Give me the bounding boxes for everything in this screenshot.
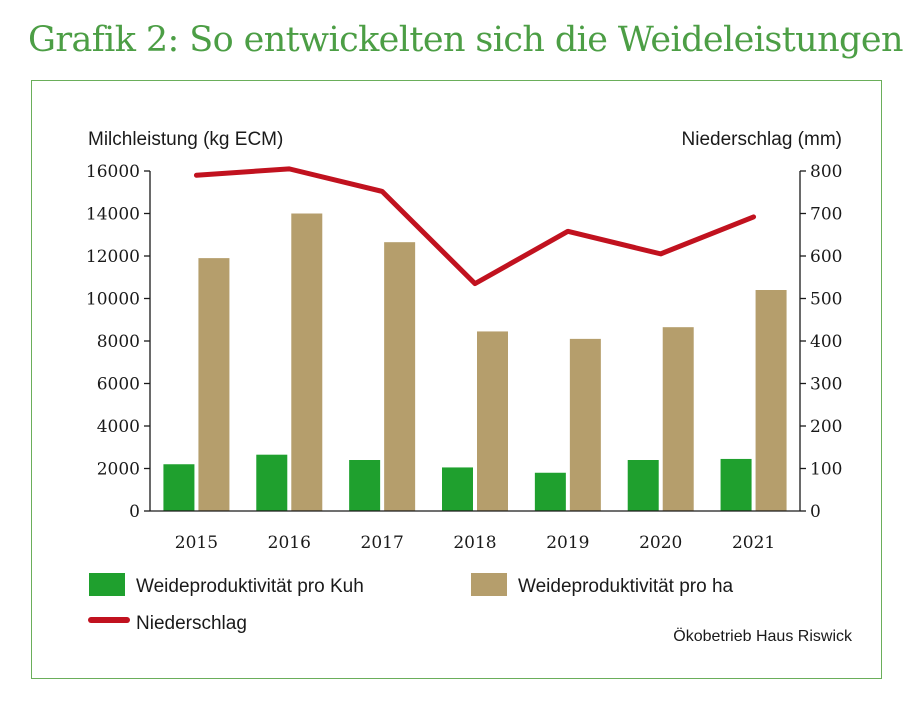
x-tick-label: 2020 (639, 533, 682, 553)
bar-ha-2018 (477, 331, 508, 511)
bar-kuh-2017 (349, 460, 381, 511)
y2-tick-label: 500 (810, 290, 842, 310)
y2-tick-label: 600 (810, 247, 842, 267)
x-tick-label: 2017 (361, 533, 404, 553)
x-tick-label: 2018 (453, 533, 496, 553)
y-tick-label: 16000 (86, 162, 140, 182)
legend: Weideproduktivität pro Kuh Weideprodukti… (88, 573, 734, 634)
line-group (193, 166, 757, 287)
bar-ha-2015 (198, 258, 230, 511)
y-tick-label: 14000 (86, 205, 140, 225)
bar-kuh-2020 (627, 460, 659, 511)
bar-kuh-2015 (163, 464, 195, 511)
bars-group (163, 213, 787, 511)
bar-kuh-2019 (534, 472, 566, 511)
y-tick-label: 2000 (97, 460, 140, 480)
bar-ha-2016 (291, 213, 323, 511)
bar-kuh-2016 (256, 454, 288, 511)
y-tick-label: 8000 (97, 332, 140, 352)
y2-tick-label: 300 (810, 375, 842, 395)
y-tick-label: 10000 (86, 290, 140, 310)
bar-ha-2017 (384, 242, 416, 511)
bar-kuh-2018 (442, 467, 473, 511)
x-tick-label: 2021 (732, 533, 775, 553)
legend-label-ha: Weideproduktivität pro ha (518, 576, 734, 597)
legend-label-kuh: Weideproduktivität pro Kuh (136, 576, 364, 597)
chart-frame (31, 80, 882, 679)
y-tick-label: 0 (129, 502, 140, 522)
legend-swatch-kuh (89, 573, 125, 596)
bar-kuh-2021 (720, 458, 752, 511)
y2-tick-label: 0 (810, 502, 821, 522)
y2-tick-label: 200 (810, 417, 842, 437)
legend-swatch-ha (471, 573, 507, 596)
y2-tick-label: 100 (810, 460, 842, 480)
y-tick-label: 4000 (97, 417, 140, 437)
bar-ha-2020 (662, 327, 694, 511)
source-note: Ökobetrieb Haus Riswick (673, 627, 853, 645)
bar-ha-2021 (755, 290, 787, 511)
y2-axis-title: Niederschlag (mm) (682, 129, 842, 150)
x-tick-label: 2016 (268, 533, 311, 553)
x-tick-label: 2015 (175, 533, 218, 553)
chart-title: Grafik 2: So entwickelten sich die Weide… (28, 20, 904, 60)
y2-tick-label: 700 (810, 205, 842, 225)
y-tick-label: 6000 (97, 375, 140, 395)
y2-tick-label: 800 (810, 162, 842, 182)
legend-label-niederschlag: Niederschlag (136, 613, 247, 634)
y-tick-label: 12000 (86, 247, 140, 267)
line-niederschlag (193, 166, 757, 287)
y2-tick-label: 400 (810, 332, 842, 352)
y-axis-title: Milchleistung (kg ECM) (88, 129, 283, 150)
ticks-group: 0 2000 4000 6000 8000 10000 12000 14000 16000 0 10… (86, 162, 843, 553)
x-tick-label: 2019 (546, 533, 589, 553)
axes-group (144, 170, 806, 512)
bar-ha-2019 (569, 338, 601, 511)
